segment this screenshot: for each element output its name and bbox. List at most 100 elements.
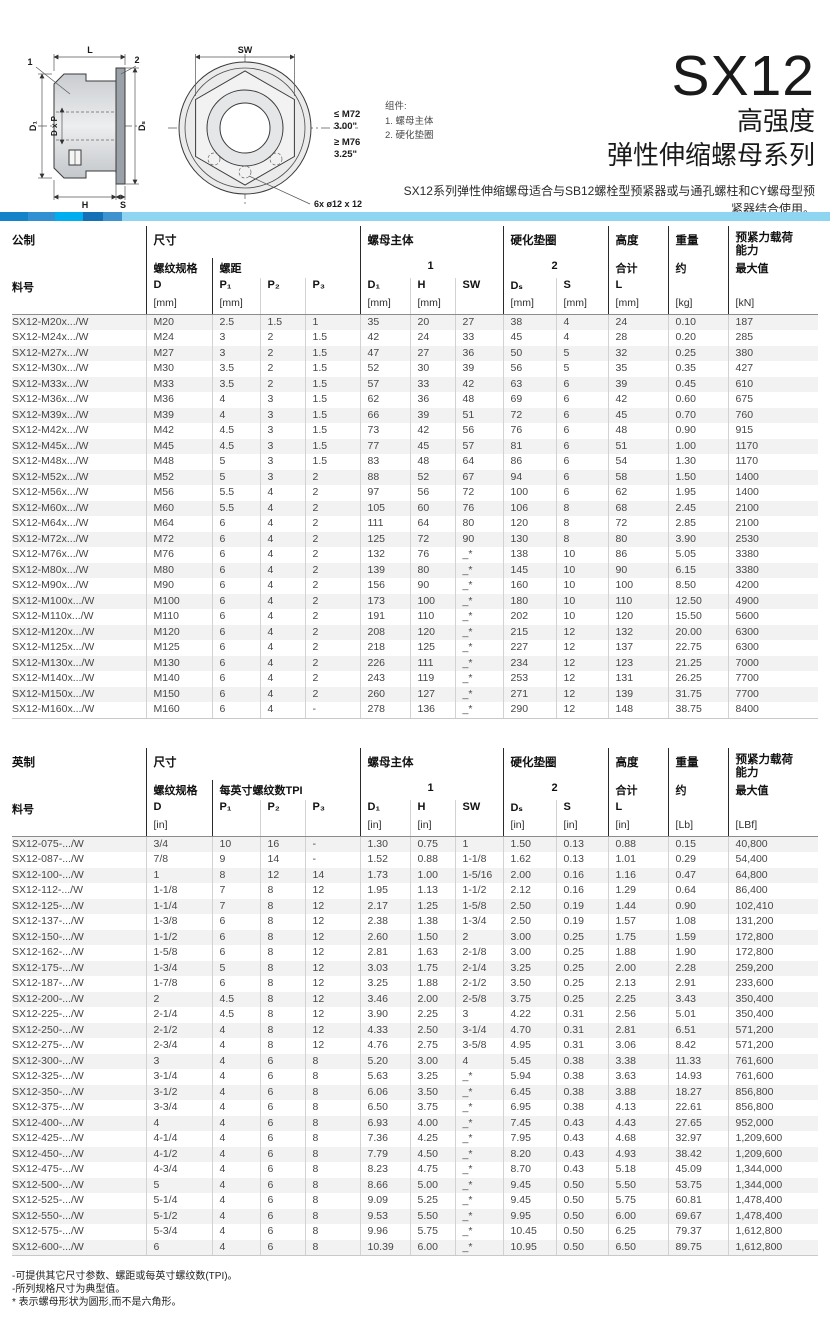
cell-lb: 8.42 (667, 1038, 729, 1054)
cell-p2: 8 (259, 1038, 305, 1054)
bore-circle (219, 102, 271, 154)
cell-kn: 2530 (727, 531, 819, 548)
cell-s: 10 (555, 593, 609, 610)
table-row: SX12-575-.../W 5-3/4 4 6 8 9.96 5.75 _* 10.45 0.5… (12, 1224, 819, 1240)
cell-part: SX12-M64x.../W (12, 517, 89, 530)
cell-d: M90 (145, 578, 212, 594)
cell-d1: 52 (359, 361, 410, 377)
cell-lb: 1.59 (667, 929, 729, 946)
table-row: SX12-275-.../W 2-3/4 4 8 12 4.76 2.75 3-5/8 4.95… (12, 1038, 819, 1054)
cell-lbf: 571,200 (727, 1038, 819, 1054)
cell-p3: 2 (304, 671, 360, 687)
cell-p1: 6 (211, 945, 260, 961)
table-row: SX12-M20x.../W M20 2.5 1.5 1 35 20 27 38 4 24 0.10 1… (12, 314, 819, 331)
cell-lb: 22.61 (667, 1100, 729, 1116)
group-header: 螺母主体 (359, 226, 504, 259)
cell-s: 4 (555, 330, 609, 346)
cell-kn: 1170 (727, 438, 819, 455)
cell-part: SX12-M150x.../W (12, 686, 146, 703)
cell-l: 3.63 (607, 1069, 669, 1085)
cell-h: 1.25 (409, 898, 455, 915)
cell-p3: 1 (304, 314, 360, 331)
cell-l: 3.38 (607, 1053, 669, 1070)
cell-d: 2-1/2 (145, 1022, 212, 1039)
cell-kg: 0.70 (667, 407, 729, 424)
cell-ds: 56 (502, 361, 557, 377)
cell-d1: 243 (359, 671, 410, 687)
cell-d1: 8.66 (359, 1177, 410, 1194)
cell-d: 1-7/8 (145, 976, 212, 992)
cell-l: 72 (607, 516, 669, 532)
cell-sw: 42 (454, 376, 504, 393)
cell-p3: 12 (304, 1007, 360, 1023)
col-header-ds: Dₛ [mm] (502, 278, 557, 315)
col-header-h: H [mm] (409, 278, 455, 315)
table-row: SX12-M76x.../W M76 6 4 2 132 76 _* 138 10 86 5.05 33… (12, 547, 819, 563)
cell-s: 0.50 (555, 1239, 609, 1257)
col-header-d: D [in] (145, 800, 212, 837)
front-view: SW 6x ø12 x 12 ≤ M72 3.00" ≥ M76 3.25" (168, 45, 362, 209)
table-row: SX12-M160x.../W M160 6 4-278 136 _* 290 12 148 38… (12, 702, 819, 719)
cell-p1: 6 (211, 914, 260, 930)
cell-sw: _* (454, 1177, 504, 1194)
cell-kg: 38.75 (667, 702, 729, 719)
cell-lb: 53.75 (667, 1177, 729, 1194)
cell-d1: 2.17 (359, 898, 410, 915)
col-header-p3: P₃ (304, 800, 360, 837)
cell-part: SX12-350-.../W (12, 1084, 146, 1101)
cell-d1: 7.36 (359, 1131, 410, 1147)
cell-p2: 3 (259, 454, 305, 470)
cell-ds: 271 (502, 686, 557, 703)
cell-d1: 132 (359, 547, 410, 563)
cell-ds: 69 (502, 392, 557, 408)
cell-part: SX12-100-.../W (12, 867, 146, 884)
cell-s: 12 (555, 640, 609, 656)
cell-kg: 21.25 (667, 655, 729, 672)
cell-d1: 8.23 (359, 1162, 410, 1178)
cell-p1: 4 (211, 1038, 260, 1054)
cell-ds: 4.70 (502, 1022, 557, 1039)
cell-p2: 4 (259, 624, 305, 641)
cell-p2: 3 (259, 423, 305, 439)
cell-lb: 1.08 (667, 914, 729, 930)
cell-h: 119 (409, 671, 455, 687)
cell-d: 3-1/4 (145, 1069, 212, 1085)
cell-l: 5.75 (607, 1193, 669, 1209)
cell-p1: 5.5 (211, 500, 260, 517)
cell-h: 4.25 (409, 1131, 455, 1147)
cell-l: 1.75 (607, 929, 669, 946)
cell-p3: 12 (304, 976, 360, 992)
cell-l: 6.50 (607, 1239, 669, 1257)
cell-kg: 1.30 (667, 454, 729, 470)
cell-p1: 10 (211, 836, 260, 853)
cell-l: 62 (607, 485, 669, 501)
cell-h: 36 (409, 392, 455, 408)
cell-p2: 8 (259, 914, 305, 930)
cell-p2: 6 (259, 1131, 305, 1147)
cell-kn: 7700 (727, 686, 819, 703)
cell-d: 4-1/2 (145, 1146, 212, 1163)
cell-ds: 9.45 (502, 1193, 557, 1209)
table-row: SX12-M100x.../W M100 6 4 2 173 100 _* 180 10 110 12… (12, 593, 819, 610)
cell-p3: 12 (304, 929, 360, 946)
bar-segment (83, 212, 103, 221)
cell-ds: 5.45 (502, 1053, 557, 1070)
cell-s: 0.13 (555, 852, 609, 868)
cell-lb: 0.64 (667, 883, 729, 899)
table-row: SX12-M24x.../W M24 3 2 1.5 42 24 33 45 4 28 0.20 285 (12, 330, 819, 346)
cell-s: 6 (555, 485, 609, 501)
cell-d: M60 (145, 500, 212, 517)
cell-p2: 4 (259, 640, 305, 656)
cell-d: M27 (145, 345, 212, 362)
cell-s: 6 (555, 423, 609, 439)
cell-part: SX12-575-.../W (12, 1225, 84, 1238)
cell-kg: 0.20 (667, 330, 729, 346)
cell-part: SX12-425-.../W (12, 1132, 84, 1145)
bar-segment (28, 212, 55, 221)
cell-p2: 8 (259, 1007, 305, 1023)
cell-ds: 202 (502, 609, 557, 625)
cell-part: SX12-M30x.../W (12, 362, 89, 375)
cell-s: 12 (555, 671, 609, 687)
cell-p2: 6 (259, 1177, 305, 1194)
cell-ds: 106 (502, 500, 557, 517)
